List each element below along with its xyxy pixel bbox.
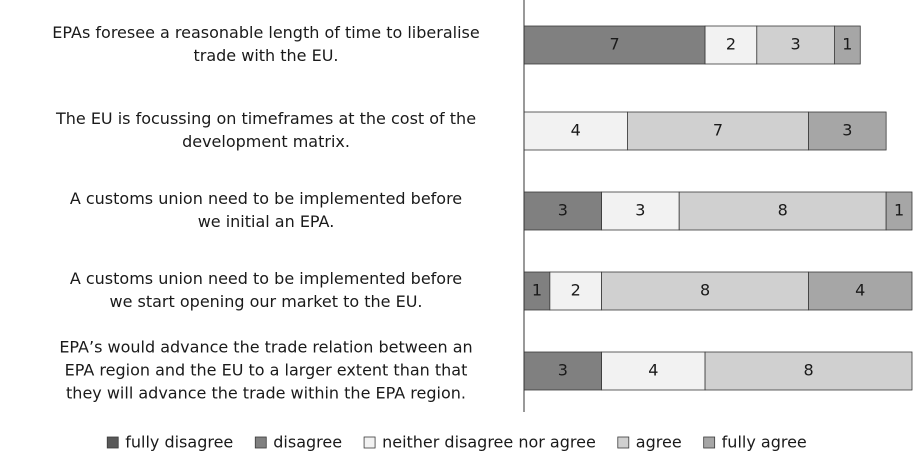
- legend-swatch: [106, 436, 119, 449]
- legend-label: fully disagree: [125, 433, 233, 452]
- legend-swatch: [703, 436, 716, 449]
- legend-swatch: [363, 436, 376, 449]
- bar-segment: [601, 191, 680, 231]
- value-label: 3: [842, 121, 852, 140]
- category-label: we initial an EPA.: [198, 212, 335, 231]
- value-label: 1: [532, 281, 542, 300]
- legend-label: neither disagree nor agree: [382, 433, 596, 452]
- value-label: 1: [894, 201, 904, 220]
- value-label: 2: [571, 281, 581, 300]
- value-label: 8: [778, 201, 788, 220]
- value-label: 8: [700, 281, 710, 300]
- bar-segment: [756, 25, 835, 65]
- bar-segment: [678, 191, 887, 231]
- value-label: 3: [558, 201, 568, 220]
- bar-segment: [704, 25, 758, 65]
- value-label: 3: [558, 361, 568, 380]
- value-label: 4: [648, 361, 658, 380]
- legend: fully disagree disagree neither disagree n…: [106, 433, 807, 452]
- value-label: 3: [791, 35, 801, 54]
- bar-segment: [808, 111, 887, 151]
- value-label: 7: [609, 35, 619, 54]
- bar-segment: [834, 25, 861, 65]
- category-label: EPAs foresee a reasonable length of time…: [52, 23, 479, 42]
- value-label: 7: [713, 121, 723, 140]
- value-label: 2: [726, 35, 736, 54]
- bar-segment: [523, 25, 706, 65]
- legend-label: fully agree: [722, 433, 807, 452]
- value-label: 8: [803, 361, 813, 380]
- value-label: 4: [855, 281, 865, 300]
- legend-label: agree: [636, 433, 682, 452]
- legend-label: disagree: [273, 433, 342, 452]
- bar-segment: [601, 351, 706, 391]
- category-label: development matrix.: [182, 132, 350, 151]
- bar-segment: [601, 271, 809, 311]
- value-label: 1: [842, 35, 852, 54]
- legend-swatch: [617, 436, 630, 449]
- category-label: we start opening our market to the EU.: [110, 292, 423, 311]
- bar-segment: [549, 271, 602, 311]
- category-label: A customs union need to be implemented b…: [70, 189, 462, 208]
- bar-segment: [808, 271, 913, 311]
- bar-segment: [523, 111, 628, 151]
- value-label: 4: [571, 121, 581, 140]
- bar-segment: [523, 271, 551, 311]
- category-label: EPA’s would advance the trade relation b…: [59, 338, 472, 357]
- category-label: EPA region and the EU to a larger extent…: [65, 361, 468, 380]
- legend-swatch: [254, 436, 267, 449]
- category-label: The EU is focussing on timeframes at the…: [55, 109, 476, 128]
- category-label: they will advance the trade within the E…: [66, 384, 466, 403]
- value-label: 3: [635, 201, 645, 220]
- category-label: trade with the EU.: [193, 46, 338, 65]
- category-label: A customs union need to be implemented b…: [70, 269, 462, 288]
- bar-segment: [704, 351, 913, 391]
- bar-segment: [627, 111, 809, 151]
- bar-segment: [885, 191, 913, 231]
